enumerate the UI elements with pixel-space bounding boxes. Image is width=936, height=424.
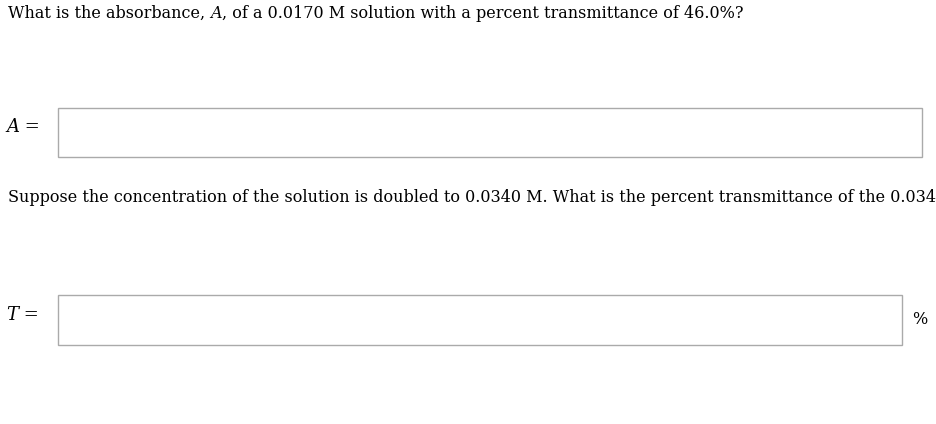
Text: A: A [6,118,19,137]
FancyBboxPatch shape [58,108,922,157]
FancyBboxPatch shape [58,295,902,345]
Text: %: % [912,312,928,329]
Text: Suppose the concentration of the solution is doubled to 0.0340 M. What is the pe: Suppose the concentration of the solutio… [8,189,936,206]
Text: T: T [6,306,18,324]
Text: A: A [211,5,222,22]
Text: =: = [19,118,39,137]
Text: , of a 0.0170 M solution with a percent transmittance of 46.0%?: , of a 0.0170 M solution with a percent … [222,5,743,22]
Text: =: = [18,306,38,324]
Text: What is the absorbance,: What is the absorbance, [8,5,211,22]
